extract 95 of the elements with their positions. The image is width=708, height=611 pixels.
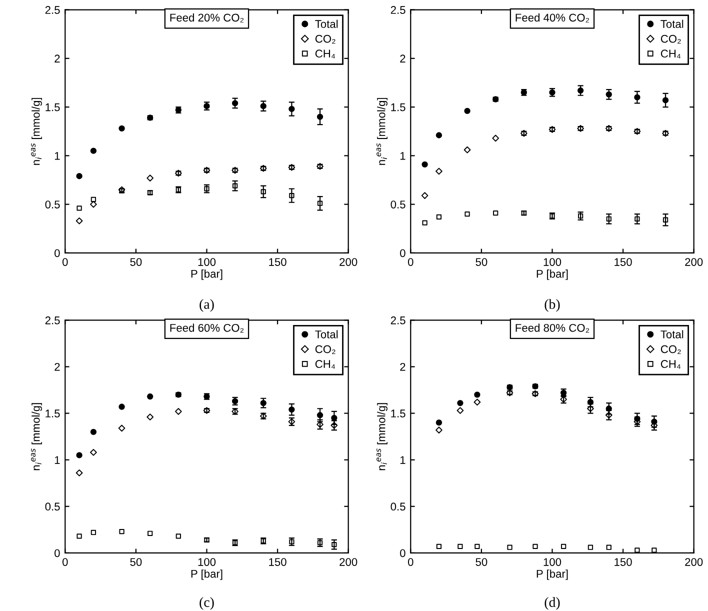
x-tick-label: 0 (408, 558, 414, 566)
y-tick-label: 1 (400, 456, 406, 464)
point (90, 428, 97, 435)
x-tick-label: 0 (408, 258, 414, 266)
y-tick-label: 1.5 (46, 103, 60, 112)
point (464, 108, 470, 114)
point (577, 87, 584, 94)
x-tick-label: 0 (62, 258, 68, 266)
y-tick-label: 0.5 (390, 502, 406, 511)
point (634, 94, 640, 100)
legend-label: Total (315, 330, 338, 338)
point (76, 173, 82, 180)
x-tick-label: 200 (340, 258, 358, 266)
y-tick-label: 0 (400, 249, 406, 258)
x-tick-label: 100 (544, 258, 562, 266)
annotation: Feed 80% CO₂ (516, 324, 590, 333)
point (316, 114, 324, 120)
legend-label: Total (660, 330, 684, 338)
y-tick-label: 1 (54, 456, 60, 464)
point (474, 392, 480, 398)
x-tick-label: 0 (62, 558, 68, 566)
y-tick-label: 0.5 (45, 200, 60, 208)
annotation: Feed 60% CO₂ (170, 324, 244, 333)
legend-label: CH₄ (660, 50, 681, 58)
x-axis-title: P [bar] (536, 570, 568, 580)
y-tick-label: 1.5 (391, 103, 406, 112)
y-tick-label: 2.5 (45, 6, 60, 14)
text: (c) (200, 597, 214, 610)
x-axis-title: P [bar] (191, 570, 222, 580)
y-tick-label: 0.5 (390, 200, 406, 208)
point (260, 102, 266, 110)
y-tick-label: 1.5 (391, 410, 406, 418)
legend-label: CO₂ (315, 34, 336, 44)
point (422, 161, 428, 168)
x-tick-label: 150 (269, 258, 286, 266)
point (436, 420, 442, 426)
text: (d) (544, 597, 560, 610)
x-tick-label: 50 (476, 258, 488, 266)
point (90, 148, 97, 154)
y-axis-title: n$_{i}$$^{eas}$ [mmol/g] (376, 98, 388, 165)
y-tick-label: 1.5 (46, 410, 60, 418)
x-tick-label: 50 (130, 258, 142, 266)
legend-label: CO₂ (315, 345, 336, 354)
y-tick-label: 0 (400, 549, 406, 558)
point (288, 406, 295, 413)
y-tick-label: 1 (400, 152, 406, 160)
y-tick-label: 0.5 (45, 502, 60, 511)
point (76, 452, 82, 458)
point (436, 132, 442, 138)
point (147, 393, 154, 400)
y-tick-label: 2 (54, 54, 60, 62)
x-tick-label: 100 (544, 558, 562, 566)
x-tick-label: 50 (476, 558, 488, 566)
legend-label: Total (315, 20, 338, 28)
annotation: Feed 20% CO₂ (170, 13, 244, 22)
y-tick-label: 2 (400, 54, 406, 62)
legend-label: CO₂ (660, 345, 681, 354)
point (260, 400, 266, 406)
y-tick-label: 1 (54, 152, 60, 160)
legend-label: CH₄ (315, 360, 336, 369)
y-tick-label: 0 (54, 549, 60, 558)
point (118, 125, 125, 132)
text: (b) (544, 299, 560, 312)
y-tick-label: 2 (54, 362, 60, 371)
y-axis-title: n$_{i}$$^{eas}$ [mmol/g] (31, 403, 42, 470)
x-tick-label: 100 (198, 558, 216, 566)
text: (a) (200, 299, 214, 312)
y-tick-label: 2.5 (390, 316, 406, 324)
x-tick-label: 150 (614, 258, 632, 266)
y-tick-label: 0 (54, 249, 60, 258)
point (232, 100, 238, 106)
x-tick-label: 200 (685, 558, 703, 566)
x-tick-label: 100 (198, 258, 216, 266)
y-axis-title: n$_{i}$$^{eas}$ [mmol/g] (376, 403, 388, 470)
x-tick-label: 150 (269, 558, 286, 566)
point (662, 97, 669, 104)
y-tick-label: 2.5 (390, 6, 406, 14)
point (606, 91, 612, 98)
point (457, 400, 464, 406)
x-tick-label: 50 (130, 558, 142, 566)
x-axis-title: P [bar] (536, 270, 568, 280)
annotation: Feed 40% CO₂ (516, 13, 590, 22)
x-axis-title: P [bar] (191, 270, 222, 280)
point (288, 106, 295, 112)
legend-label: CO₂ (660, 34, 681, 44)
x-tick-label: 200 (340, 558, 358, 566)
point (118, 404, 125, 410)
y-axis-title: n$_{i}$$^{eas}$ [mmol/g] (31, 98, 42, 165)
x-tick-label: 200 (685, 258, 703, 266)
y-tick-label: 2.5 (45, 316, 60, 324)
legend-label: CH₄ (660, 360, 681, 369)
legend-label: Total (660, 20, 684, 28)
legend-label: CH₄ (315, 50, 336, 58)
x-tick-label: 150 (614, 558, 632, 566)
y-tick-label: 2 (400, 362, 406, 371)
